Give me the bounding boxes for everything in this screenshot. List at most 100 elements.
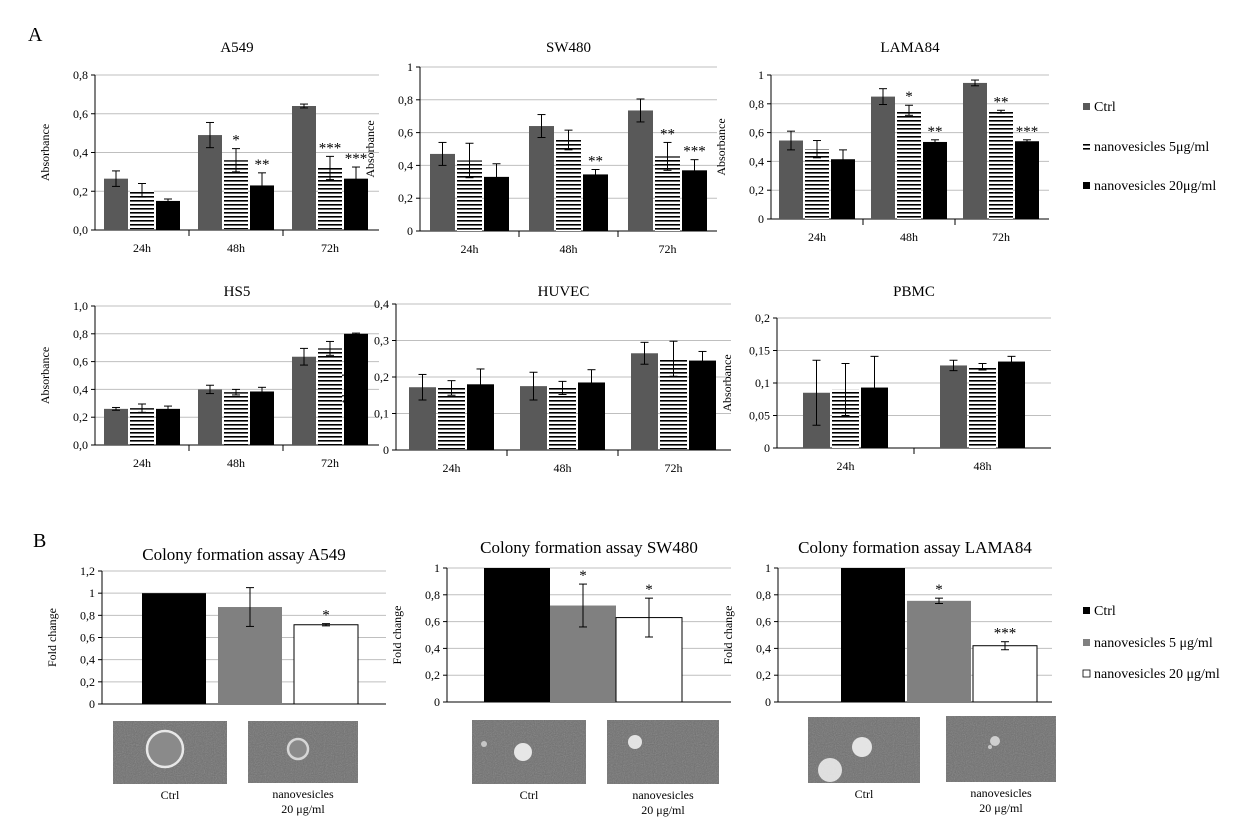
y-tick-label: 0,1 bbox=[755, 376, 770, 390]
x-tick-label: 72h bbox=[659, 242, 677, 256]
micrograph-label: nanovesicles bbox=[272, 787, 334, 801]
chart-title: PBMC bbox=[893, 284, 935, 300]
panel-label-a: A bbox=[28, 24, 43, 46]
y-axis-label: Absorbance bbox=[720, 354, 734, 411]
significance-label: *** bbox=[1016, 124, 1039, 140]
micrograph-label: Ctrl bbox=[520, 788, 539, 802]
legend-swatch bbox=[1083, 103, 1090, 110]
bar bbox=[430, 153, 455, 231]
x-tick-label: 48h bbox=[974, 459, 992, 473]
y-axis-label: Absorbance bbox=[363, 120, 377, 177]
bar bbox=[156, 200, 180, 230]
y-tick-label: 0,4 bbox=[756, 641, 771, 655]
chart-title: SW480 bbox=[546, 40, 591, 56]
y-axis-label: Fold change bbox=[721, 606, 735, 665]
x-tick-label: 72h bbox=[665, 461, 683, 475]
micrograph-image bbox=[946, 716, 1056, 782]
y-tick-label: 0,8 bbox=[73, 327, 88, 341]
legend-label: Ctrl bbox=[1094, 100, 1116, 115]
y-tick-label: 0,6 bbox=[80, 631, 95, 645]
x-tick-label: 48h bbox=[227, 456, 245, 470]
bar bbox=[871, 96, 895, 219]
y-tick-label: 1 bbox=[434, 561, 440, 575]
y-tick-label: 1 bbox=[89, 586, 95, 600]
y-tick-label: 0,1 bbox=[374, 407, 389, 421]
bar bbox=[583, 174, 608, 231]
y-tick-label: 0 bbox=[407, 224, 413, 238]
y-tick-label: 0,8 bbox=[398, 93, 413, 107]
legend-label: nanovesicles 5 μg/ml bbox=[1094, 636, 1213, 651]
bar bbox=[344, 333, 368, 445]
significance-label: * bbox=[935, 582, 943, 598]
micrograph-image bbox=[808, 717, 920, 783]
micrograph-label: 20 μg/ml bbox=[281, 802, 325, 816]
cell-colony bbox=[286, 737, 310, 761]
x-tick-label: 48h bbox=[560, 242, 578, 256]
micrograph-image bbox=[472, 720, 586, 784]
y-tick-label: 0 bbox=[383, 443, 389, 457]
x-tick-label: 24h bbox=[808, 230, 826, 244]
bar bbox=[198, 389, 222, 445]
y-tick-label: 1,0 bbox=[73, 299, 88, 313]
bar bbox=[805, 149, 829, 219]
y-tick-label: 0,6 bbox=[425, 615, 440, 629]
y-tick-label: 1,2 bbox=[80, 564, 95, 578]
bar bbox=[831, 159, 855, 219]
bar bbox=[293, 624, 359, 705]
y-tick-label: 0,6 bbox=[398, 126, 413, 140]
bar bbox=[130, 408, 154, 445]
y-axis-label: Fold change bbox=[45, 608, 59, 667]
y-axis-label: Fold change bbox=[390, 606, 404, 665]
significance-label: ** bbox=[588, 154, 603, 170]
y-tick-label: 0,6 bbox=[756, 615, 771, 629]
x-tick-label: 24h bbox=[133, 456, 151, 470]
legends-layer: Ctrl nanovesicles 5μg/ml nanovesicles 20μg… bbox=[1082, 100, 1220, 682]
y-tick-label: 0,2 bbox=[398, 191, 413, 205]
x-tick-label: 72h bbox=[992, 230, 1010, 244]
x-tick-label: 24h bbox=[133, 241, 151, 255]
legend-label: nanovesicles 20 μg/ml bbox=[1094, 667, 1220, 682]
bar bbox=[224, 392, 248, 445]
micrograph-label: 20 μg/ml bbox=[641, 803, 685, 817]
significance-label: *** bbox=[345, 151, 368, 167]
chart-title: LAMA84 bbox=[880, 40, 940, 56]
bar bbox=[156, 408, 180, 445]
x-tick-label: 48h bbox=[227, 241, 245, 255]
y-tick-label: 0 bbox=[764, 441, 770, 455]
x-tick-label: 24h bbox=[837, 459, 855, 473]
x-tick-label: 72h bbox=[321, 456, 339, 470]
chart-4: HUVEC 0 0,1 0,2 0,3 0,4 Absorbance 24h 48h 72h bbox=[339, 284, 731, 475]
cell-colony bbox=[514, 743, 532, 761]
y-tick-label: 0,2 bbox=[756, 668, 771, 682]
chart-title: HS5 bbox=[224, 284, 251, 300]
bar bbox=[963, 82, 987, 219]
y-tick-label: 0,4 bbox=[374, 297, 389, 311]
bar bbox=[972, 645, 1038, 703]
x-tick-label: 24h bbox=[461, 242, 479, 256]
bar bbox=[841, 568, 905, 702]
y-tick-label: 0 bbox=[89, 697, 95, 711]
chart-6: Colony formation assay A549 0 0,2 0,4 0,6 0,8… bbox=[45, 545, 386, 711]
cell-colony bbox=[481, 741, 487, 747]
y-tick-label: 0,05 bbox=[749, 409, 770, 423]
micrograph-image bbox=[248, 721, 358, 783]
micrograph-image bbox=[607, 720, 719, 784]
bar bbox=[940, 365, 967, 448]
bar bbox=[779, 140, 803, 219]
bar bbox=[104, 178, 128, 230]
chart-title: A549 bbox=[220, 40, 253, 56]
y-tick-label: 0,2 bbox=[755, 311, 770, 325]
bar bbox=[318, 348, 342, 445]
y-tick-label: 0,6 bbox=[73, 355, 88, 369]
y-axis-label: Absorbance bbox=[714, 118, 728, 175]
y-tick-label: 0 bbox=[434, 695, 440, 709]
chart-1: SW480 0 0,2 0,4 0,6 0,8 1 Absorbance 24h 48h ** 72h… bbox=[363, 40, 717, 256]
cell-colony bbox=[145, 729, 185, 769]
micrograph-label: nanovesicles bbox=[970, 786, 1032, 800]
y-tick-label: 0,0 bbox=[73, 223, 88, 237]
bar bbox=[484, 568, 550, 702]
